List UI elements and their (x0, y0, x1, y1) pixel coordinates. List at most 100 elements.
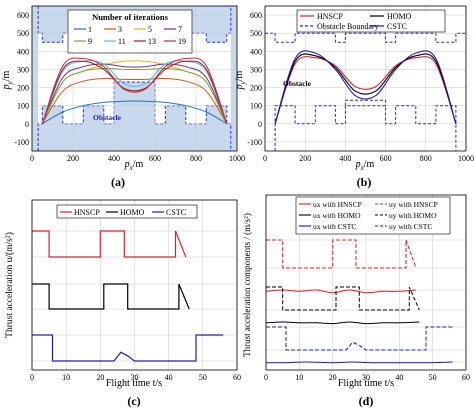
x-tick-label-c: 10 (62, 373, 70, 382)
x-axis-label-a: px/m (124, 159, 144, 172)
legend-c: HNSCP HOMO CSTC (56, 204, 198, 219)
x-tick-label-b: 800 (420, 154, 432, 163)
x-tick-label-d: 60 (462, 373, 470, 382)
ylabel-sub-a: y (6, 80, 14, 85)
x-tick-label-d: 20 (329, 373, 337, 382)
obstacle-boundary-mid-b (344, 99, 387, 106)
x-tick-label-d: 50 (429, 373, 437, 382)
legend-label-9: 9 (88, 37, 92, 46)
legend-box-a (67, 9, 193, 54)
y-tick-label-b: 200 (250, 84, 262, 93)
legend-label-ux-with-HNSCP: ux with HNSCP (313, 200, 362, 209)
axes-frame-a (31, 5, 238, 152)
panel-b: 0 200 400 600 800 1000 -100010020030040050060… (234, 5, 474, 189)
panel-a: 0 200 400 600 800 1000 -100010020030040050060… (1, 5, 245, 189)
panel-tag-a: (a) (111, 175, 125, 189)
x-tick-label-a: 0 (30, 154, 34, 163)
y-tick-label-a: 100 (17, 102, 29, 111)
y-axis-label-a: py/m (1, 70, 14, 90)
obstacle-block-a (206, 33, 227, 43)
y-tick-label-a: 200 (17, 84, 29, 93)
panel-tag-b: (b) (357, 175, 372, 189)
x-tick-label-a: 400 (108, 154, 120, 163)
x-tick-label-a: 200 (67, 154, 79, 163)
trajectory-line-9 (41, 67, 228, 125)
x-tick-label-a: 800 (190, 154, 202, 163)
y-tick-label-a: 300 (17, 65, 29, 74)
legend-label-13: 13 (148, 37, 156, 46)
obstacle-block-a (83, 105, 104, 124)
ylabel-main-a: p (1, 84, 12, 90)
thrust-line-CSTC (32, 334, 224, 362)
y-tick-label-b: -100 (247, 138, 262, 147)
obstacle-block-a (165, 105, 186, 124)
legend-box-c (56, 204, 198, 219)
x-tick-label-c: 60 (233, 373, 241, 382)
x-tick-label-b: 0 (263, 154, 267, 163)
ylabel-unit-b: /m (234, 70, 245, 81)
x-tick-label-d: 40 (395, 373, 403, 382)
y-tick-label-a: -100 (14, 138, 29, 147)
xlabel-unit-b: /m (364, 159, 375, 170)
trajectory-line-CSTC (274, 50, 457, 124)
legend-box-d (295, 196, 451, 235)
trajectory-line-HOMO (274, 53, 457, 124)
legend-label-HNSCP: HNSCP (74, 208, 100, 217)
legend-label-uy-with-CSTC: uy with CSTC (389, 222, 432, 231)
y-axis-label-c: Thrust acceleration u/(m/s²) (4, 232, 15, 338)
panel-tag-d: (d) (359, 394, 374, 408)
x-tick-label-c: 40 (165, 373, 173, 382)
thrust-line-HOMO (32, 283, 190, 310)
xlabel-unit-a: /m (133, 159, 144, 170)
x-tick-label-c: 50 (199, 373, 207, 382)
obstacle-label-a: Obstacle (93, 113, 122, 122)
legend-label-11: 11 (118, 37, 126, 46)
y-tick-label-b: 500 (250, 29, 262, 38)
y-tick-label-b: 0 (258, 120, 262, 129)
panel-d: 0 10 20 30 40 50 60 ux with HNSCP uy with HNSCP… (242, 194, 470, 408)
legend-label-1: 1 (88, 25, 92, 34)
x-axis-label-c: Flight time t/s (106, 378, 162, 389)
legend-label-cstc: CSTC (387, 22, 407, 31)
ylabel-unit-a: /m (1, 70, 12, 81)
trajectory-line-HNSCP (274, 56, 457, 124)
axes-frame-d (265, 194, 467, 371)
component-line-ux-with-HNSCP (265, 289, 417, 294)
legend-label-homo: HOMO (387, 12, 412, 21)
component-line-uy-with-HOMO (266, 286, 420, 311)
y-tick-label-a: 0 (25, 120, 29, 129)
trajectory-line-1 (42, 100, 228, 125)
trajectory-line-3 (41, 77, 228, 125)
x-tick-label-c: 0 (30, 373, 34, 382)
xlabel-main-b: p (355, 159, 361, 170)
xlabel-sub-a: x (129, 164, 134, 172)
x-tick-label-c: 20 (96, 373, 104, 382)
legend-box-b (296, 9, 446, 33)
y-tick-label-a: 500 (17, 29, 29, 38)
xlabel-main-a: p (124, 159, 130, 170)
xlabel-sub-b: x (360, 164, 365, 172)
obstacle-block-a (42, 33, 63, 43)
y-axis-label-b: py/m (234, 70, 247, 90)
obstacle-boundary-b (274, 105, 457, 151)
x-tick-label-d: 0 (264, 373, 268, 382)
obstacle-boundary-top-b (265, 32, 466, 43)
x-axis-label-b: px/m (355, 159, 375, 172)
ylabel-main-b: p (234, 84, 245, 90)
trajectory-line-7 (41, 63, 228, 125)
component-line-ux-with-CSTC (265, 361, 453, 364)
x-tick-label-d: 10 (295, 373, 303, 382)
component-line-uy-with-HNSCP (266, 239, 417, 269)
x-tick-label-b: 600 (380, 154, 392, 163)
x-tick-label-d: 30 (362, 373, 370, 382)
legend-label-HOMO: HOMO (120, 208, 145, 217)
y-tick-label-b: 400 (250, 47, 262, 56)
legend-label-obstacle-boundary: Obstacle Boundary (317, 22, 379, 31)
x-tick-label-c: 30 (131, 373, 139, 382)
free-space-a (38, 33, 231, 124)
x-tick-label-a: 600 (149, 154, 161, 163)
panel-tag-c: (c) (127, 394, 140, 408)
legend-label-19: 19 (178, 37, 186, 46)
y-tick-label-a: 600 (17, 11, 29, 20)
